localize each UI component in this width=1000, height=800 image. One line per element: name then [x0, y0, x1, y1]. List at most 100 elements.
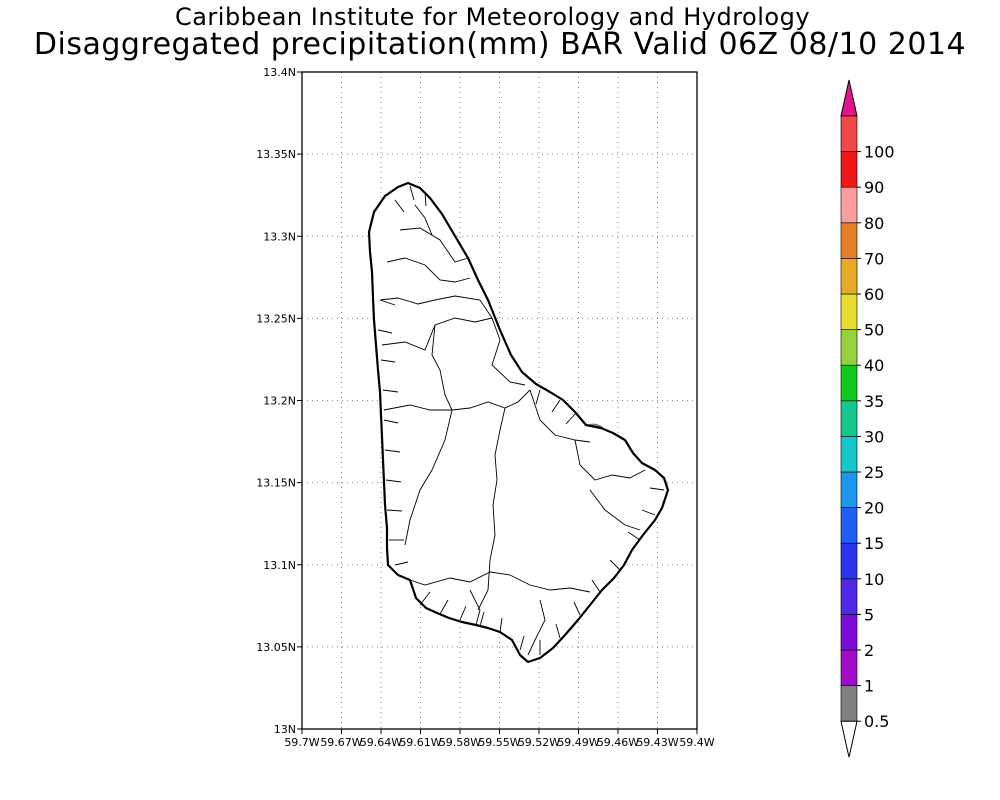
drainage-line: [565, 413, 576, 425]
catchment-line: [574, 439, 646, 481]
colorbar-swatch: [840, 329, 858, 366]
colorbar-label: 90: [864, 178, 884, 197]
drainage-line: [382, 389, 399, 393]
colorbar-label: 10: [864, 570, 884, 589]
colorbar-swatch: [840, 400, 858, 437]
drainage-line: [573, 601, 581, 616]
colorbar-swatch: [840, 578, 858, 615]
drainage-line: [424, 191, 427, 207]
drainage-line: [479, 611, 485, 627]
colorbar-label: 2: [864, 641, 874, 660]
chart-title-line1: Caribbean Institute for Meteorology and …: [174, 3, 811, 31]
colorbar-swatch: [840, 542, 858, 580]
colorbar-swatch: [840, 151, 858, 188]
colorbar-swatch: [840, 471, 858, 508]
colorbar-label: 25: [864, 463, 884, 482]
catchment-line: [414, 204, 433, 236]
x-tick-label: 59.58W: [439, 736, 481, 749]
y-tick-label: 13.15N: [256, 477, 296, 490]
drainage-line: [649, 487, 665, 491]
drainage-line: [394, 561, 409, 566]
catchment-line: [399, 227, 469, 263]
y-tick-label: 13.05N: [256, 641, 296, 654]
x-tick-label: 59.52W: [518, 736, 560, 749]
barbados-island: [367, 181, 670, 664]
y-tick-label: 13.1N: [263, 559, 296, 572]
drainage-line: [459, 605, 467, 621]
y-tick-label: 13.4N: [263, 66, 296, 79]
colorbar-over-triangle: [840, 79, 858, 117]
colorbar-swatch: [840, 436, 858, 473]
catchment-line: [589, 489, 641, 531]
drainage-line: [641, 509, 656, 516]
colorbar-under-triangle: [840, 720, 858, 758]
colorbar-swatch: [840, 685, 858, 722]
colorbar-swatch: [840, 649, 858, 686]
y-tick-label: 13.35N: [256, 148, 296, 161]
colorbar-label: 60: [864, 285, 884, 304]
drainage-line: [591, 579, 601, 593]
catchment-line: [527, 599, 546, 656]
drainage-line: [383, 419, 399, 424]
catchment-line: [431, 324, 453, 411]
island-outline: [367, 181, 670, 664]
colorbar-swatch: [840, 222, 858, 259]
drainage-line: [419, 591, 431, 606]
drainage-line: [555, 623, 561, 639]
drainage-line: [551, 399, 561, 413]
colorbar-swatch: [840, 614, 858, 651]
x-tick-label: 59.43W: [636, 736, 678, 749]
y-tick-label: 13.25N: [256, 312, 296, 325]
x-tick-label: 59.49W: [557, 736, 599, 749]
chart-title-line2: Disaggregated precipitation(mm) BAR Vali…: [33, 27, 967, 62]
colorbar-swatch: [840, 507, 858, 544]
y-axis-ticks: 13N 13.05N 13.1N 13.15N 13.2N 13.25N 13.3N 13.3…: [256, 66, 302, 736]
catchment-line: [409, 571, 591, 593]
x-axis-ticks: 59.7W 59.67W59.64W59.61W59.58W59.55W59.52…: [284, 729, 715, 749]
x-tick-label: 59.61W: [399, 736, 441, 749]
catchment-line: [477, 407, 506, 611]
drainage-line: [409, 185, 415, 201]
drainage-line: [439, 599, 449, 615]
colorbar-label: 50: [864, 321, 884, 340]
colorbar-swatch: [840, 364, 858, 402]
colorbar-label: 20: [864, 499, 884, 518]
drainage-line: [380, 359, 396, 363]
map-gridlines: [302, 72, 697, 729]
catchment-line: [383, 389, 531, 411]
colorbar-label: 40: [864, 356, 884, 375]
colorbar-swatch: [840, 186, 858, 224]
y-tick-label: 13.2N: [263, 395, 296, 408]
drainage-line: [386, 509, 403, 512]
colorbar-label: 1: [864, 677, 874, 696]
colorbar-label: 80: [864, 214, 884, 233]
x-tick-label: 59.7W: [284, 736, 319, 749]
x-tick-label: 59.46W: [597, 736, 639, 749]
x-tick-label: 59.64W: [360, 736, 402, 749]
drainage-line: [385, 479, 402, 483]
colorbar-label: 0.5: [864, 712, 889, 731]
colorbar-label: 5: [864, 605, 874, 624]
drainage-line: [377, 329, 393, 334]
drainage-line: [609, 559, 621, 571]
colorbar-label: 35: [864, 392, 884, 411]
drainage-line: [627, 531, 641, 541]
colorbar-label: 15: [864, 534, 884, 553]
y-tick-label: 13.3N: [263, 230, 296, 243]
colorbar-label: 30: [864, 427, 884, 446]
drainage-line: [499, 617, 503, 633]
colorbar-swatch: [840, 115, 858, 152]
catchment-line: [379, 295, 493, 319]
y-tick-label: 13N: [274, 723, 296, 736]
catchment-line: [469, 589, 481, 626]
colorbar-swatch: [840, 258, 858, 295]
catchment-boundaries: [379, 204, 646, 656]
drainage-line: [379, 299, 396, 306]
drainage-line: [384, 449, 401, 453]
colorbar-swatch: [840, 293, 858, 330]
x-tick-label: 59.4W: [679, 736, 714, 749]
catchment-line: [491, 317, 526, 386]
catchment-line: [529, 389, 591, 443]
